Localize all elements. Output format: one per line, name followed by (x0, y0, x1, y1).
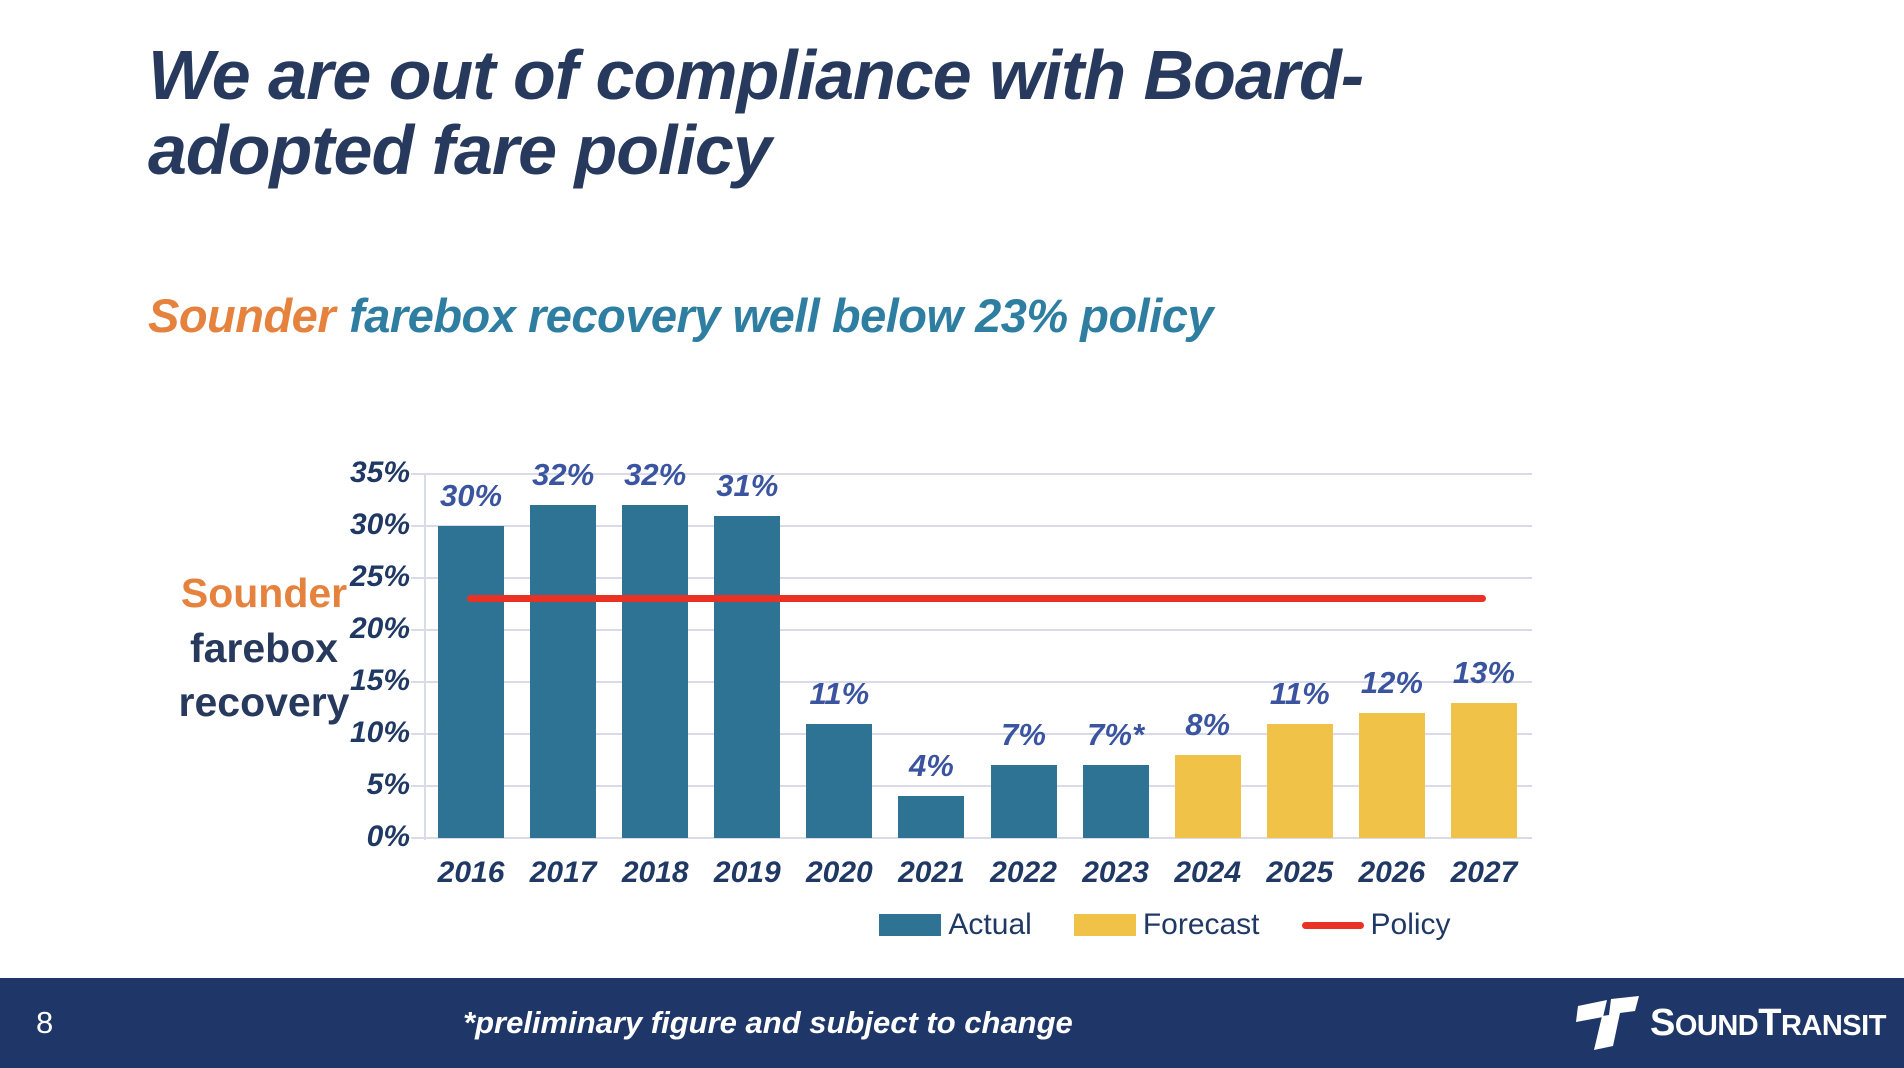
y-axis-title: Sounder farebox recovery (118, 566, 410, 730)
bar-2024 (1174, 754, 1241, 838)
bar-2027 (1450, 702, 1517, 838)
x-axis-label-2020: 2020 (805, 856, 873, 889)
y-axis-line (424, 474, 426, 840)
bar-value-label-2024: 8% (1185, 706, 1231, 742)
x-axis-label-2018: 2018 (621, 856, 689, 889)
gridline-5 (411, 785, 1532, 787)
subtitle-highlight: Sounder (148, 289, 336, 342)
gridline-25 (411, 577, 1532, 579)
footer-bar: 8 *preliminary figure and subject to cha… (0, 978, 1904, 1068)
page-number: 8 (36, 1005, 54, 1040)
policy-line-icon (1301, 921, 1364, 929)
bar-group-2027: 13% 2027 (1438, 474, 1530, 889)
bar-value-label-2025: 11% (1269, 675, 1330, 711)
bar-value-label-2019: 31% (716, 467, 779, 503)
bar-value-label-2020: 11% (809, 675, 870, 711)
bar-group-2025: 11% 2025 (1254, 474, 1346, 889)
bar-group-2024: 8% 2024 (1162, 474, 1254, 889)
chart-legend: Actual Forecast Policy (700, 908, 1630, 942)
bar-2019 (714, 515, 781, 838)
page-title-line-1: We are out of compliance with Board- (148, 36, 1364, 114)
bar-group-2016: 30% 2016 (425, 474, 517, 889)
page-title: We are out of compliance with Board- ado… (148, 36, 1364, 189)
gridline-35 (411, 473, 1532, 475)
legend-label-policy: Policy (1370, 908, 1451, 941)
bar-2016 (438, 526, 505, 838)
y-axis-tick-0: 0% (366, 820, 410, 853)
y-axis-tick-5: 5% (366, 768, 410, 801)
y-axis-tick-35: 35% (349, 456, 410, 489)
bar-value-label-2016: 30% (440, 478, 503, 513)
bar-value-label-2026: 12% (1360, 665, 1423, 701)
wordmark-s: S (1650, 1001, 1675, 1044)
legend-item-policy: Policy (1301, 908, 1451, 942)
bar-group-2022: 7% 2022 (978, 474, 1070, 889)
bar-2018 (622, 505, 689, 838)
legend-label-actual: Actual (948, 908, 1032, 941)
gridline-30 (411, 525, 1532, 527)
bar-value-label-2021: 4% (909, 748, 954, 784)
x-axis-label-2026: 2026 (1358, 856, 1426, 889)
forecast-swatch-icon (1073, 914, 1136, 936)
bar-group-2018: 32% 2018 (609, 457, 701, 889)
x-axis-label-2025: 2025 (1266, 856, 1334, 889)
slide-subtitle: Sounder farebox recovery well below 23% p… (148, 288, 1214, 343)
x-axis-label-2024: 2024 (1174, 856, 1242, 889)
gridline-15 (411, 681, 1532, 683)
y-axis-tick-20: 20% (349, 612, 410, 645)
legend-item-actual: Actual (879, 908, 1032, 942)
bar-group-2019: 31% 2019 (701, 468, 793, 889)
actual-swatch-icon (879, 914, 942, 936)
bar-2021 (898, 796, 965, 838)
bar-value-label-2023: 7%* (1087, 717, 1145, 753)
wordmark-ound: OUND (1674, 1009, 1759, 1042)
gridline-10 (411, 733, 1532, 735)
bar-2025 (1266, 723, 1333, 838)
y-axis-tick-10: 10% (349, 716, 410, 749)
bar-group-2021: 4% 2021 (885, 474, 977, 889)
x-axis-label-2017: 2017 (529, 856, 597, 889)
x-axis-label-2023: 2023 (1082, 856, 1149, 889)
bar-group-2020: 11% 2020 (793, 474, 885, 889)
sound-transit-wordmark: SOUNDTRANSIT (1650, 1002, 1886, 1045)
y-axis-tick-30: 30% (349, 508, 410, 541)
footnote-text: *preliminary figure and subject to chang… (463, 1005, 1073, 1040)
bar-2020 (806, 723, 873, 838)
legend-item-forecast: Forecast (1073, 908, 1260, 942)
bar-group-2026: 12% 2026 (1346, 474, 1438, 889)
bar-2017 (530, 505, 597, 838)
x-axis-label-2022: 2022 (990, 856, 1057, 889)
bar-group-2023: 7%* 2023 (1070, 474, 1162, 889)
sound-transit-logo: SOUNDTRANSIT (1576, 978, 1886, 1068)
bar-2023 (1082, 765, 1149, 838)
bar-2022 (990, 765, 1057, 838)
gridline-0 (411, 837, 1532, 839)
wordmark-ransit: RANSIT (1780, 1009, 1886, 1042)
y-axis-title-line-3: recovery (178, 679, 350, 726)
y-axis-title-line-1: Sounder (180, 570, 348, 616)
y-axis-tick-15: 15% (349, 664, 410, 697)
subtitle-rest: farebox recovery well below 23% policy (349, 289, 1214, 342)
bar-value-label-2022: 7% (1001, 717, 1046, 753)
bar-group-2017: 32% 2017 (517, 457, 609, 889)
bar-2026 (1358, 713, 1425, 838)
x-axis-label-2016: 2016 (437, 856, 505, 889)
gridline-20 (411, 629, 1532, 631)
bar-value-label-2018: 32% (624, 457, 687, 493)
page-title-line-2: adopted fare policy (148, 110, 772, 189)
bar-value-label-2017: 32% (532, 457, 595, 493)
y-axis-title-line-2: farebox (189, 624, 339, 671)
legend-label-forecast: Forecast (1142, 908, 1260, 941)
x-axis-label-2019: 2019 (713, 856, 781, 889)
y-axis-tick-25: 25% (349, 560, 410, 593)
bar-value-label-2027: 13% (1452, 654, 1515, 690)
x-axis-label-2021: 2021 (898, 856, 965, 889)
wordmark-t: T (1758, 1001, 1781, 1044)
x-axis-label-2027: 2027 (1450, 856, 1518, 889)
sound-transit-mark-icon (1576, 996, 1639, 1050)
policy-target-line (467, 595, 1486, 603)
